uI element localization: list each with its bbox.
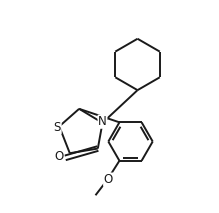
Text: S: S bbox=[54, 121, 61, 134]
Text: N: N bbox=[98, 115, 107, 128]
Text: O: O bbox=[104, 173, 113, 186]
Text: O: O bbox=[55, 150, 64, 163]
